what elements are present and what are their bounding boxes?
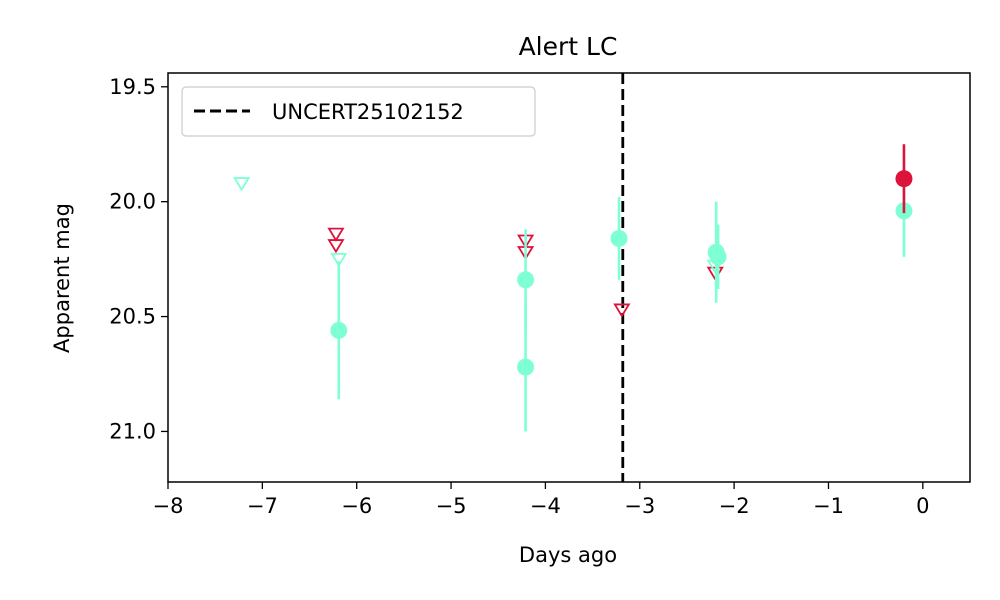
y-axis: 19.5 20.0 20.5 21.0 xyxy=(109,75,168,443)
x-tick-label: 0 xyxy=(916,494,929,518)
detection-point xyxy=(610,229,628,247)
y-tick-label: 19.5 xyxy=(109,75,156,99)
x-tick-label: −6 xyxy=(341,494,372,518)
plot-frame xyxy=(167,72,971,483)
legend-entry-label: UNCERT25102152 xyxy=(272,100,464,124)
plot-area xyxy=(167,72,971,483)
y-tick-label: 20.5 xyxy=(109,305,156,329)
y-axis-label: Apparent mag xyxy=(50,203,74,353)
y-tick-label: 20.0 xyxy=(109,190,156,214)
upper-limit-marker xyxy=(327,227,345,242)
legend-box xyxy=(181,86,536,137)
upper-limit-marker xyxy=(327,239,345,254)
detection-point xyxy=(709,248,727,266)
detection-point xyxy=(517,358,535,376)
detection-point xyxy=(895,170,913,188)
x-axis-label: Days ago xyxy=(519,543,617,567)
x-tick-label: −1 xyxy=(813,494,844,518)
x-tick-label: −7 xyxy=(247,494,278,518)
legend: UNCERT25102152 xyxy=(181,86,536,137)
x-tick-label: −4 xyxy=(530,494,561,518)
x-axis: −8 −7 −6 −5 −4 −3 −2 −1 0 xyxy=(153,482,930,518)
x-tick-label: −3 xyxy=(624,494,655,518)
upper-limit-marker xyxy=(232,177,251,192)
chart-title: Alert LC xyxy=(519,32,618,61)
y-tick-label: 21.0 xyxy=(109,419,156,443)
x-tick-label: −2 xyxy=(719,494,750,518)
x-tick-label: −8 xyxy=(153,494,184,518)
upper-limit-marker xyxy=(613,303,631,318)
detection-point xyxy=(330,321,348,339)
x-tick-label: −5 xyxy=(436,494,467,518)
detection-point xyxy=(517,271,535,289)
upper-limit-marker xyxy=(330,252,348,268)
